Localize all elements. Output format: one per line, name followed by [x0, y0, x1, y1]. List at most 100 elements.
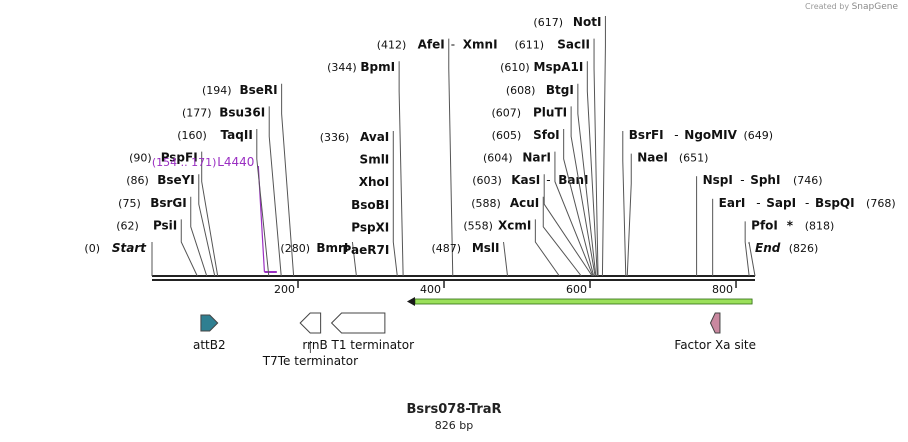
axis-tick-label: 200 [274, 283, 295, 296]
site-name-bseyi: BseYI [157, 173, 195, 187]
feature-rrnb-t1-terminator [330, 312, 386, 334]
site-name-pspfi: PspFI [161, 151, 198, 165]
site-position-acui: (588) [471, 197, 501, 210]
site-position-bmri: (280) [280, 242, 310, 255]
feature-label-attb2: attB2 [193, 338, 226, 352]
site-name-psii: PsiI [153, 218, 177, 232]
site-leader [593, 38, 599, 277]
site-position-start: (0) [84, 242, 100, 255]
site-position-msli: (487) [432, 242, 462, 255]
axis-tick-label: 800 [712, 283, 733, 296]
site-name-bmri: BmrI [316, 241, 348, 255]
site-name-bsobi: BsoBI [351, 198, 389, 212]
site-name-sfoi: SfoI [533, 128, 560, 142]
site-position-pspfi: (90) [129, 152, 152, 165]
site-name-taqii: TaqII [221, 128, 253, 142]
primer-position: (154 .. 171) [152, 156, 217, 169]
site-name-bseri: BseRI [239, 83, 277, 97]
site-name-pfoi: PfoI [751, 218, 778, 232]
site-leader [601, 16, 606, 277]
site-name-pspxi: PspXI [351, 220, 389, 234]
orf-bar [414, 298, 753, 305]
site-name-afei: AfeI [418, 38, 445, 52]
site-leader [503, 241, 509, 277]
site-name-separator: - [546, 173, 550, 187]
primer-name: L4440 [217, 155, 254, 169]
site-name-mspa1i: MspA1I [534, 60, 584, 74]
site-leader [281, 83, 295, 277]
site-name-noti: NotI [573, 15, 602, 29]
feature-t7te-terminator [299, 312, 322, 334]
site-leader [392, 131, 398, 277]
feature-attb2 [200, 314, 219, 332]
feature-label-factor-xa-site: Factor Xa site [674, 338, 756, 352]
site-leader [543, 174, 593, 277]
site-name-acui: AcuI [510, 196, 539, 210]
site-name-bpmi: BpmI [360, 60, 395, 74]
axis-tick-label: 400 [420, 283, 441, 296]
site-name-separator: - [756, 196, 760, 210]
primer-leader [257, 166, 266, 273]
site-leader [256, 129, 270, 277]
site-position-end: (826) [789, 242, 819, 255]
site-name-xcmi: XcmI [498, 218, 531, 232]
site-leader [534, 219, 560, 277]
site-position-bseri: (194) [202, 84, 232, 97]
site-leader [554, 151, 594, 277]
site-leader [622, 131, 627, 277]
site-position-mspa1i: (610) [500, 61, 530, 74]
site-name-xhoi: XhoI [359, 175, 390, 189]
site-leader [198, 174, 216, 277]
site-name-separator: - [740, 173, 744, 187]
feature-factor-xa-site [709, 312, 721, 334]
site-name-nspi: NspI [703, 173, 733, 187]
site-position-pfoi: (818) [805, 219, 835, 232]
site-leader [180, 219, 198, 277]
feature-label-t7te-terminator: T7Te terminator [262, 354, 358, 368]
site-name-pluti: PluTI [533, 105, 567, 119]
snapgene-credit: Created by SnapGene [805, 2, 898, 12]
site-name-bsrgi: BsrGI [150, 196, 187, 210]
site-position-sfoi: (605) [492, 129, 522, 142]
site-name-eari: EarI [719, 196, 746, 210]
site-leader [268, 106, 282, 277]
site-leader [201, 151, 219, 277]
site-position-bsrgi: (75) [118, 197, 141, 210]
site-leader [744, 221, 750, 277]
site-position-sacii: (611) [514, 39, 544, 52]
site-name-end: End [755, 241, 781, 255]
site-position-group: (336) [320, 131, 350, 144]
site-position-psii: (62) [116, 219, 139, 232]
axis-tick-label: 600 [566, 283, 587, 296]
site-leader [190, 196, 208, 277]
site-leader [448, 38, 454, 277]
site-position-bpmi: (344) [327, 61, 357, 74]
site-position-nari: (604) [483, 152, 513, 165]
site-name-start: Start [112, 241, 147, 255]
site-leader [570, 106, 596, 277]
site-position-naei: (651) [679, 152, 709, 165]
site-position-afei: (412) [377, 39, 407, 52]
site-position-pluti: (607) [492, 106, 522, 119]
plasmid-length: 826 bp [434, 419, 474, 432]
site-position-taqii: (160) [177, 129, 207, 142]
credit-prefix: Created by [805, 2, 850, 11]
methylation-marker: * [787, 218, 794, 232]
site-leader [586, 61, 598, 277]
site-position-bsu36i: (177) [182, 106, 212, 119]
site-name-separator: - [805, 196, 809, 210]
site-name-avai: AvaI [360, 130, 389, 144]
site-position-bsrfi: (649) [743, 129, 773, 142]
site-name-sphi: SphI [750, 173, 780, 187]
site-name-bsu36i: Bsu36I [219, 105, 265, 119]
site-name-msli: MslI [472, 241, 500, 255]
site-name-separator: - [451, 38, 455, 52]
site-name-bani: BanI [558, 173, 588, 187]
site-leader [563, 129, 595, 277]
site-name-btgi: BtgI [546, 83, 574, 97]
feature-label-rrnb-t1-terminator: rrnB T1 terminator [302, 338, 414, 352]
site-position-nspi: (746) [793, 174, 823, 187]
site-name-paer7i: PaeR7I [343, 243, 390, 257]
site-leader [398, 61, 404, 277]
